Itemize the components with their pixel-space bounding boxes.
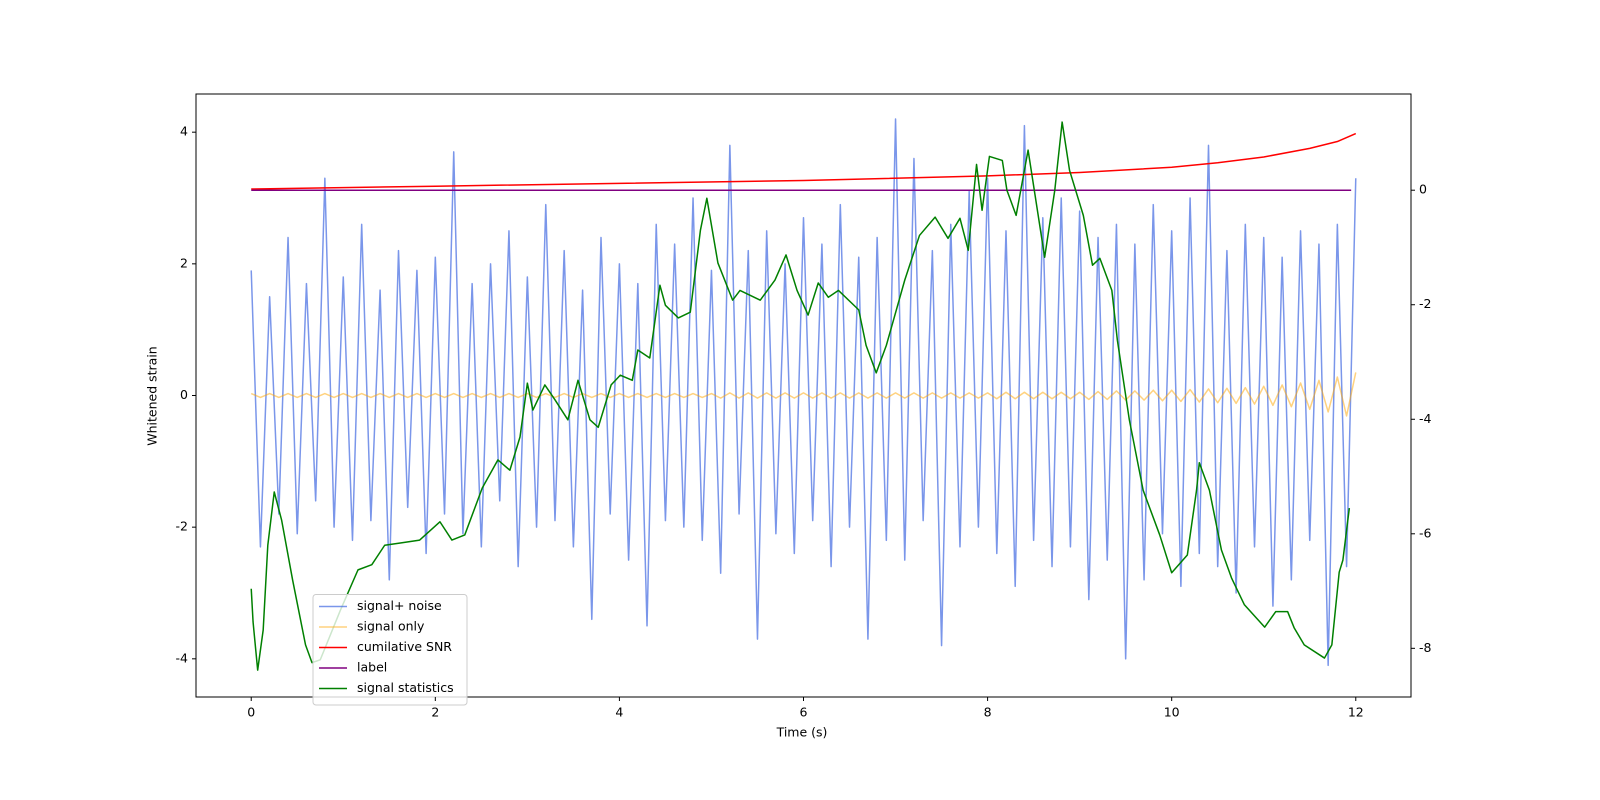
x-axis-label: Time (s) (776, 725, 828, 740)
x-tick-label: 10 (1164, 705, 1180, 720)
legend-box (312, 594, 468, 706)
y2-tick-label: -8 (1419, 640, 1432, 655)
series-line (250, 121, 1351, 671)
y-tick-label: -2 (176, 519, 188, 534)
y-tick-label: 2 (180, 255, 188, 270)
y-axis-label: Whitened strain (145, 346, 160, 445)
x-tick-label: 4 (615, 705, 623, 720)
legend-label: signal+ noise (357, 598, 442, 613)
y-tick-label: 0 (180, 387, 188, 402)
y2-tick-label: -6 (1419, 525, 1432, 540)
x-tick-label: 8 (984, 705, 992, 720)
legend-label: cumilative SNR (357, 639, 452, 654)
y-tick-label: -4 (176, 650, 189, 665)
series-line (250, 118, 1357, 667)
y-tick-label: 4 (180, 124, 188, 139)
x-tick-label: 2 (431, 705, 439, 720)
series-line (250, 372, 1357, 417)
x-tick-label: 0 (247, 705, 255, 720)
y2-tick-label: 0 (1419, 182, 1427, 197)
legend: signal+ noise signal only cumilative SNR la… (312, 594, 468, 706)
plot-area (250, 118, 1357, 671)
legend-label: signal statistics (357, 680, 454, 695)
x-tick-label: 12 (1348, 705, 1364, 720)
series-line (251, 132, 1357, 190)
y2-tick-label: -4 (1419, 411, 1432, 426)
legend-label: signal only (357, 619, 425, 634)
y2-tick-label: -2 (1419, 296, 1431, 311)
legend-label: label (357, 660, 387, 675)
x-tick-label: 6 (800, 705, 808, 720)
